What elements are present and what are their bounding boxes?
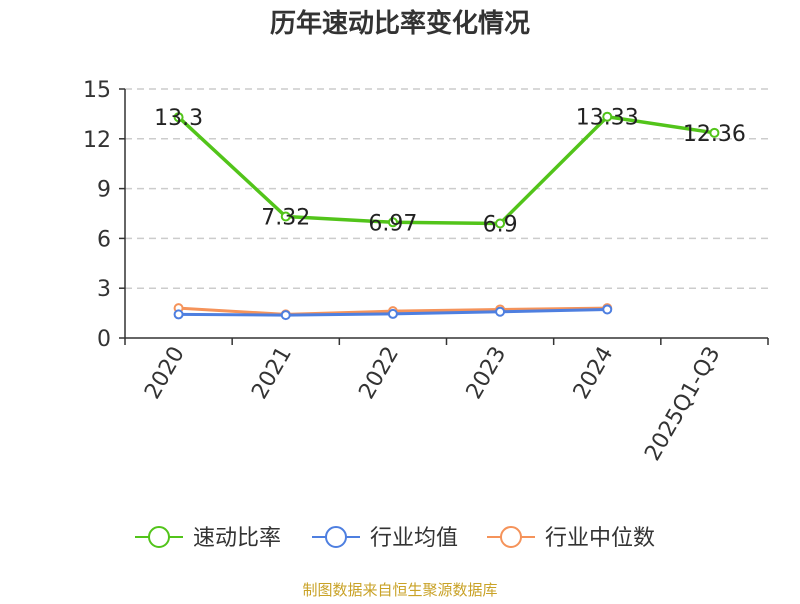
series-1-point[interactable] [280,310,291,321]
legend-item-2[interactable]: 行业中位数 [487,526,655,551]
series-1-point[interactable] [495,306,506,317]
x-tick-label: 2025Q1-Q3 [640,343,725,466]
y-tick-label: 0 [97,327,111,352]
x-tick-label: 2022 [354,343,404,404]
y-tick-label: 12 [83,128,111,153]
legend[interactable]: 速动比率 行业均值 行业中位数 [135,526,655,551]
series-0-point[interactable] [495,218,506,229]
grid-lines [125,88,768,289]
series-0-point[interactable] [602,111,613,122]
data-label: 6.97 [368,211,417,236]
series-line-0 [176,114,717,226]
data-label: 13.3 [154,106,203,131]
series-1-point[interactable] [173,309,184,320]
y-tick-label: 9 [97,178,111,203]
data-label: 7.32 [261,205,310,230]
series-0-point[interactable] [280,211,291,222]
series-0-point[interactable] [387,217,398,228]
series-1-point[interactable] [387,308,398,319]
series-0-point[interactable] [173,112,184,123]
legend-swatch-marker [148,526,170,548]
data-label: 13.33 [576,106,639,131]
source-footnote: 制图数据来自恒生聚源数据库 [302,581,497,599]
data-labels: 13.3 7.32 6.97 6.9 13.33 12.36 [154,106,746,238]
y-tick-label: 6 [97,227,111,252]
legend-item-1[interactable]: 行业均值 [312,526,458,551]
x-tick-label: 2024 [569,343,619,404]
legend-label: 行业中位数 [545,526,655,551]
legend-item-0[interactable]: 速动比率 [135,526,281,551]
data-label: 12.36 [683,122,746,147]
series-lines [173,111,720,321]
legend-label: 速动比率 [193,526,281,551]
x-tick-label: 2021 [247,343,297,404]
x-tick-label: 2023 [462,343,512,404]
axes: 0 3 6 9 12 15 2020 2021 2022 2023 2024 2025Q1-Q3 [83,78,769,466]
y-tick-label: 3 [97,277,111,302]
x-tick-label: 2020 [140,343,190,404]
data-label: 6.9 [483,212,518,237]
series-1-point[interactable] [602,304,613,315]
chart-title: 历年速动比率变化情况 [270,8,530,39]
series-0-point[interactable] [709,127,720,138]
legend-swatch-marker [500,526,522,548]
legend-swatch-marker [325,526,347,548]
legend-label: 行业均值 [370,526,458,551]
y-tick-label: 15 [83,78,111,103]
